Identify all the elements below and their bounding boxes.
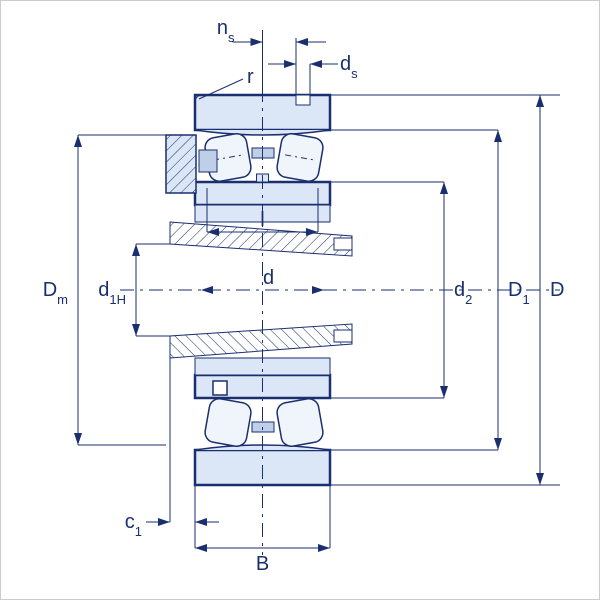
dim-label-D: D [550, 279, 564, 301]
dim-label-r: r [247, 66, 254, 88]
dim-label-Dm: Dm [43, 279, 68, 307]
dim-label-d2: d2 [454, 279, 472, 307]
dim-label-n_s: ns [217, 17, 235, 45]
dim-label-d1H: d1H [98, 279, 126, 307]
dim-label-d: d [263, 267, 274, 289]
dim-label-d_s: ds [340, 53, 358, 81]
dim-label-c1: c1 [125, 511, 142, 539]
dim-label-B: B [256, 553, 269, 575]
dim-label-l: l [260, 209, 264, 231]
section-bottom [170, 324, 352, 485]
dim-label-D1: D1 [508, 279, 530, 307]
bearing-diagram: ns ds r l d D D1 d2 Dm d1H Bc1 [0, 0, 600, 600]
